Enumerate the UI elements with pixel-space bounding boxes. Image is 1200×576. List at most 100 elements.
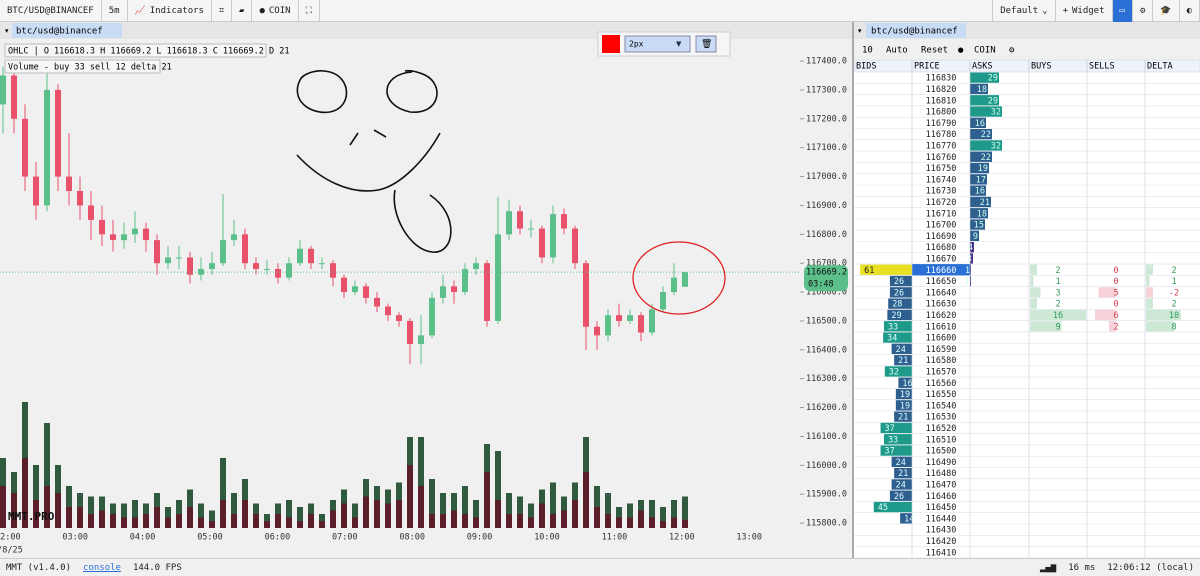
candle-body [33,176,39,206]
widget-button[interactable]: + Widget [1056,0,1113,22]
buy-cell: 2 [1055,300,1060,310]
volume-sell [605,514,611,528]
price-cell: 116460 [926,492,957,502]
folder-button[interactable]: ▰ [232,0,253,22]
ask-size: 17 [976,175,986,185]
volume-buy [220,458,226,500]
volume-buy [176,500,182,514]
x-tick-label: 03:00 [62,533,88,543]
volume-buy [363,479,369,497]
settings-button[interactable]: ⚙ [1133,0,1154,22]
candle-body [154,240,160,264]
bid-bar [898,377,912,388]
volume-sell [561,510,567,528]
y-tick-label: 115800.0 [806,519,847,529]
learn-button[interactable]: 🎓 [1153,0,1180,22]
y-tick-label: 116100.0 [806,432,847,442]
candle-body [660,292,666,310]
candle-body [418,335,424,345]
volume-sell [22,458,28,528]
candle-body [44,89,50,206]
latency: 16 ms [1068,562,1096,573]
delta-cell: 2 [1171,300,1176,310]
candle-body [374,297,380,307]
ask-size: 21 [980,198,990,208]
size-select[interactable] [624,35,691,53]
timeframe-button[interactable]: 5m [102,0,128,22]
x-tick-label: 08:00 [399,533,425,543]
volume-sell [671,517,677,528]
color-swatch[interactable] [602,35,620,53]
volume-buy [660,507,666,521]
volume-buy [209,510,215,521]
auto-button[interactable]: Auto [886,46,908,56]
exchange-button[interactable]: COIN [974,46,996,56]
volume-buy [0,458,6,486]
volume-sell [517,514,523,528]
volume-buy [407,437,413,465]
symbol-button[interactable]: BTC/USD@BINANCEF [0,0,102,22]
price-cell: 116830 [926,74,957,84]
volume-sell [418,486,424,528]
delete-button[interactable] [695,35,717,53]
exchange-button[interactable]: ● COIN [252,0,299,22]
candle-body [539,228,545,258]
volume-sell [506,514,512,528]
reset-button[interactable]: Reset [921,46,948,56]
bid-size: 21 [898,413,908,423]
x-tick-label: 04:00 [130,533,156,543]
label: Widget [1072,5,1105,16]
monitor-button[interactable]: ▭ [1112,0,1133,22]
settings-button[interactable]: ⚙ [1008,46,1015,56]
volume-sell [495,500,501,528]
bid-bar [894,411,912,422]
price-cell: 116570 [926,367,957,377]
depth-button[interactable]: 10 [862,46,873,56]
volume-sell [528,517,534,528]
bid-bar [880,445,912,456]
ask-bar [970,230,979,241]
volume-sell [330,510,336,528]
ask-size: 15 [974,221,984,231]
price-cell: 116560 [926,379,957,389]
draw-button[interactable]: ⌗ [212,0,233,22]
volume-sell [583,472,589,528]
candle-body [583,263,589,327]
volume-sell [110,514,116,528]
bid-bar [900,513,912,524]
bid-bar [873,501,912,513]
volume-sell [462,514,468,528]
tab[interactable] [12,23,122,38]
bid-bar [888,298,912,309]
volume-sell [385,503,391,528]
volume-sell [264,521,270,528]
bid-size: 33 [888,322,898,332]
indicators-button[interactable]: 📈 Indicators [128,0,212,22]
delta-bar [1146,321,1174,332]
candle-body [66,176,72,192]
ask-size: 19 [978,164,988,174]
layout-button[interactable]: Default ⌄ [992,0,1056,22]
volume-buy [484,444,490,472]
fullscreen-button[interactable]: ⛶ [299,0,320,22]
y-tick-label: 117100.0 [806,143,847,153]
y-tick-label: 116600.0 [806,288,847,298]
chart-background [0,22,852,558]
y-tick-label: 117000.0 [806,172,847,182]
volume-buy [473,500,479,518]
console-link[interactable]: console [83,562,121,573]
theme-button[interactable]: ◐ [1180,0,1200,22]
bid-size: 26 [894,492,904,502]
tab[interactable] [866,23,966,38]
volume-buy [330,500,336,511]
candle-body [55,89,61,177]
candle-body [594,326,600,336]
price-cell: 116430 [926,526,957,536]
bid-bar [889,490,912,501]
price-cell: 116500 [926,447,957,457]
volume-buy [198,503,204,518]
volume-buy [671,500,677,518]
volume-sell [297,521,303,528]
price-cell: 116680 [926,243,957,253]
